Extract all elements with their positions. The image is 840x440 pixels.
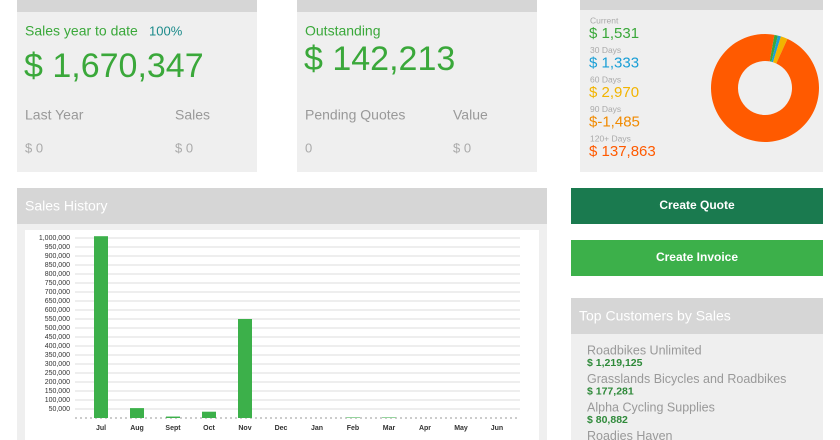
y-tick-label: 800,000 — [45, 271, 70, 278]
bar-chart: 50,000 100,000 150,000 200,000 250,000 300,00… — [39, 235, 520, 432]
y-tick-label: 850,000 — [45, 262, 70, 269]
bar — [382, 417, 396, 418]
customer-amount: $ 177,281 — [587, 385, 634, 397]
card-header — [571, 298, 823, 334]
customer-name: Roadies Haven — [587, 429, 673, 440]
aging-list: Current$ 1,531 30 Days$ 1,333 60 Days$ 2,9… — [589, 15, 656, 160]
donut-slice — [771, 35, 781, 63]
x-tick-label: Nov — [238, 425, 251, 432]
button[interactable]: Create Quote — [571, 188, 823, 224]
value: $ 0 — [453, 140, 471, 155]
button[interactable]: Create Invoice — [571, 240, 823, 276]
x-tick-label: Jan — [311, 425, 323, 432]
label: Value — [453, 107, 488, 123]
bar — [346, 417, 360, 418]
y-tick-label: 300,000 — [45, 361, 70, 368]
aging-label: 60 Days — [590, 74, 621, 84]
y-tick-label: 650,000 — [45, 298, 70, 305]
aging-label: 30 Days — [590, 45, 621, 55]
x-tick-label: Apr — [419, 425, 431, 432]
y-tick-label: 100,000 — [45, 397, 70, 404]
y-tick-label: 950,000 — [45, 244, 70, 251]
x-tick-label: Dec — [275, 425, 288, 432]
customer-list: Roadbikes Unlimited$ 1,219,125 Grasslands… — [587, 343, 786, 440]
percent: 100% — [149, 23, 183, 38]
bar — [130, 408, 144, 418]
card — [17, 0, 257, 172]
y-tick-label: 250,000 — [45, 370, 70, 377]
aging-label: 120+ Days — [590, 133, 631, 143]
x-tick-label: Jul — [96, 425, 106, 432]
y-tick-label: 350,000 — [45, 352, 70, 359]
aging-amount: $-1,485 — [589, 113, 640, 130]
x-tick-label: Mar — [383, 425, 396, 432]
label: Last Year — [25, 107, 84, 123]
card-title: Outstanding — [305, 23, 381, 39]
bar — [202, 411, 216, 418]
customer-amount: $ 1,219,125 — [587, 357, 643, 369]
aging-amount: $ 137,863 — [589, 143, 656, 160]
bar — [238, 319, 252, 418]
y-tick-label: 1,000,000 — [39, 235, 70, 242]
customer-name: Alpha Cycling Supplies — [587, 400, 715, 414]
chart-title: Sales History — [25, 198, 107, 214]
customer-amount: $ 80,882 — [587, 414, 628, 426]
aging-amount: $ 1,333 — [589, 54, 639, 71]
x-tick-label: Aug — [130, 425, 144, 432]
x-tick-label: Sept — [165, 425, 181, 432]
x-tick-label: May — [454, 425, 468, 432]
button-label[interactable]: Create Invoice — [656, 250, 738, 264]
customer-name: Roadbikes Unlimited — [587, 343, 702, 357]
y-tick-label: 50,000 — [49, 406, 71, 413]
card-header — [297, 0, 537, 12]
donut-slice — [769, 34, 778, 62]
y-tick-label: 200,000 — [45, 379, 70, 386]
x-tick-label: Oct — [203, 425, 215, 432]
button-bg[interactable] — [571, 240, 823, 276]
card-header — [17, 188, 547, 224]
donut-slice — [772, 36, 788, 64]
card-title: Top Customers by Sales — [579, 308, 731, 324]
amount: $ 142,213 — [304, 40, 455, 78]
aging-label: 90 Days — [590, 104, 621, 114]
aging-amount: $ 2,970 — [589, 84, 639, 101]
label: Pending Quotes — [305, 107, 405, 123]
card-header — [17, 0, 257, 12]
y-tick-label: 500,000 — [45, 325, 70, 332]
y-tick-label: 150,000 — [45, 388, 70, 395]
card — [580, 0, 823, 172]
value: 0 — [305, 140, 312, 155]
label: Sales — [175, 107, 210, 123]
y-tick-label: 600,000 — [45, 307, 70, 314]
amount: $ 1,670,347 — [24, 47, 204, 85]
button-bg[interactable] — [571, 188, 823, 224]
y-tick-label: 900,000 — [45, 253, 70, 260]
x-tick-label: Feb — [347, 425, 359, 432]
aging-label: Current — [590, 15, 619, 25]
card-title: Sales year to date — [25, 23, 138, 39]
value: $ 0 — [25, 140, 43, 155]
bar — [94, 236, 108, 418]
card-header — [580, 0, 823, 10]
y-tick-label: 750,000 — [45, 280, 70, 287]
donut-chart — [711, 33, 819, 143]
x-tick-label: Jun — [491, 425, 503, 432]
donut-slice — [711, 33, 819, 143]
y-tick-label: 550,000 — [45, 316, 70, 323]
customer-name: Grasslands Bicycles and Roadbikes — [587, 372, 786, 386]
y-tick-label: 400,000 — [45, 343, 70, 350]
bar — [166, 416, 180, 418]
card — [297, 0, 537, 172]
aging-amount: $ 1,531 — [589, 25, 639, 42]
button-label[interactable]: Create Quote — [659, 198, 735, 212]
y-tick-label: 450,000 — [45, 334, 70, 341]
value: $ 0 — [175, 140, 193, 155]
y-tick-label: 700,000 — [45, 289, 70, 296]
